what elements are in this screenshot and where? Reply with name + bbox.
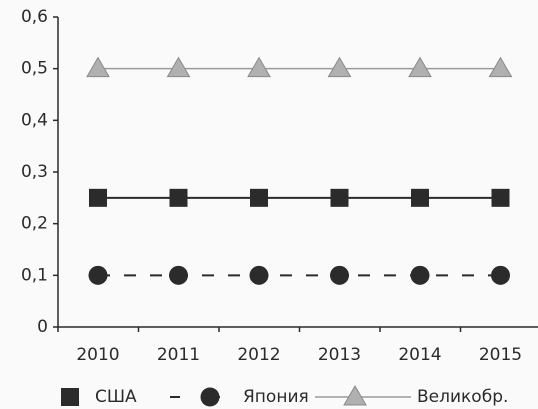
marker [88,265,108,285]
marker [343,385,367,406]
y-tick-label: 0,2 [21,214,48,234]
y-tick-label: 0,3 [21,162,48,182]
marker [488,56,513,78]
x-tick-label: 2014 [398,345,441,365]
y-tick-label: 0,1 [21,265,48,285]
x-tick-label: 2010 [76,345,119,365]
x-tick-label: 2015 [479,345,522,365]
legend-label: США [95,387,137,407]
marker [410,265,430,285]
marker [330,265,349,285]
y-tick-label: 0 [37,317,48,337]
y-tick-label: 0,4 [21,110,48,130]
x-tick-label: 2012 [237,345,280,365]
marker [411,188,429,207]
y-tick-label: 0,6 [21,7,48,27]
marker [491,188,510,207]
marker [169,188,188,207]
marker [86,56,110,78]
x-tick-label: 2011 [157,345,200,365]
marker [491,265,510,285]
marker [327,56,352,78]
legend-label: Великобр. [417,387,508,407]
marker [247,56,271,78]
marker [166,56,191,78]
marker [250,188,268,207]
marker [200,387,220,407]
marker [89,188,107,207]
y-tick-label: 0,5 [21,59,48,79]
marker [61,388,79,406]
marker [408,56,432,78]
x-tick-label: 2013 [318,345,361,365]
marker [330,188,349,207]
marker [249,265,269,285]
legend-label: Япония [243,387,309,407]
marker [169,265,188,285]
